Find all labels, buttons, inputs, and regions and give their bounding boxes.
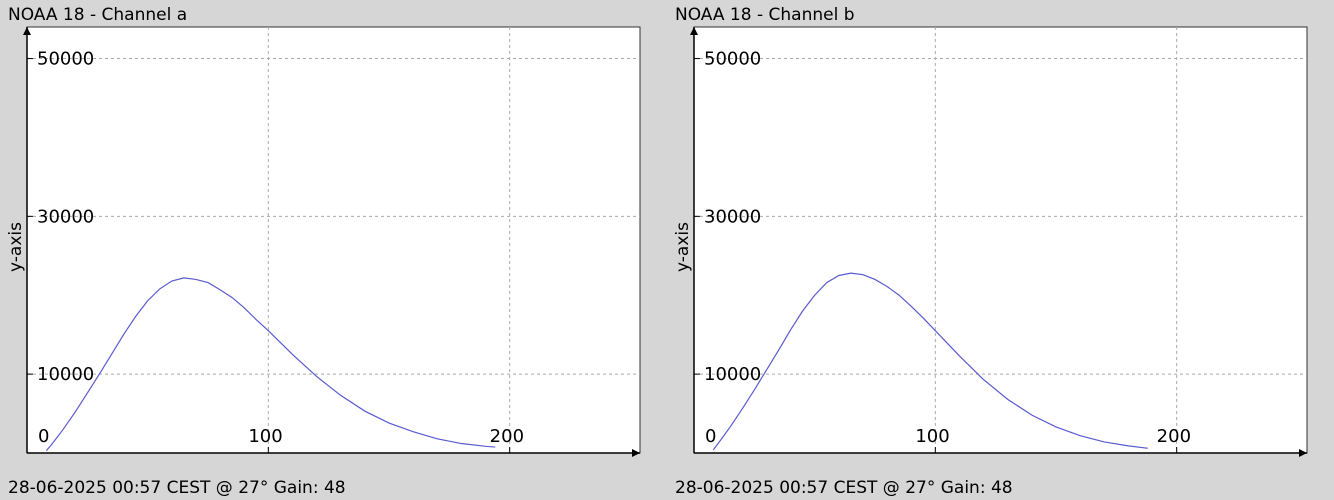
y-tick-label: 10000	[704, 364, 761, 385]
y-axis-arrow	[690, 27, 698, 35]
y-tick-label: 30000	[704, 206, 761, 227]
footer: 28-06-2025 00:57 CEST @ 27° Gain: 48	[675, 478, 1013, 498]
x-tick-label: 100	[915, 426, 949, 447]
y-axis-label: y-axis	[673, 222, 693, 272]
y-axis-label: y-axis	[6, 222, 26, 272]
y-tick-label: 50000	[704, 49, 761, 70]
x-tick-label: 100	[248, 426, 282, 447]
data-line	[712, 272, 1148, 451]
chart-panel: NOAA 18 - Channel a 28-06-2025 00:57 CEST…	[6, 5, 641, 498]
y-tick-label: 50000	[37, 49, 94, 70]
y-tick-label: 30000	[37, 206, 94, 227]
x-axis-arrow	[632, 449, 640, 457]
data-line	[45, 277, 496, 452]
x-tick-label: 200	[1157, 426, 1191, 447]
plot-area	[26, 26, 641, 454]
x-tick-label: 200	[490, 426, 524, 447]
chart-title: NOAA 18 - Channel a	[8, 5, 187, 25]
plot-area	[693, 26, 1308, 454]
x-tick-label: 0	[38, 426, 49, 447]
y-axis-arrow	[23, 27, 31, 35]
chart-panel: NOAA 18 - Channel b 28-06-2025 00:57 CEST…	[673, 5, 1308, 498]
x-tick-label: 0	[705, 426, 716, 447]
footer: 28-06-2025 00:57 CEST @ 27° Gain: 48	[8, 478, 346, 498]
chart-title: NOAA 18 - Channel b	[675, 5, 855, 25]
x-axis-arrow	[1299, 449, 1307, 457]
y-tick-label: 10000	[37, 364, 94, 385]
